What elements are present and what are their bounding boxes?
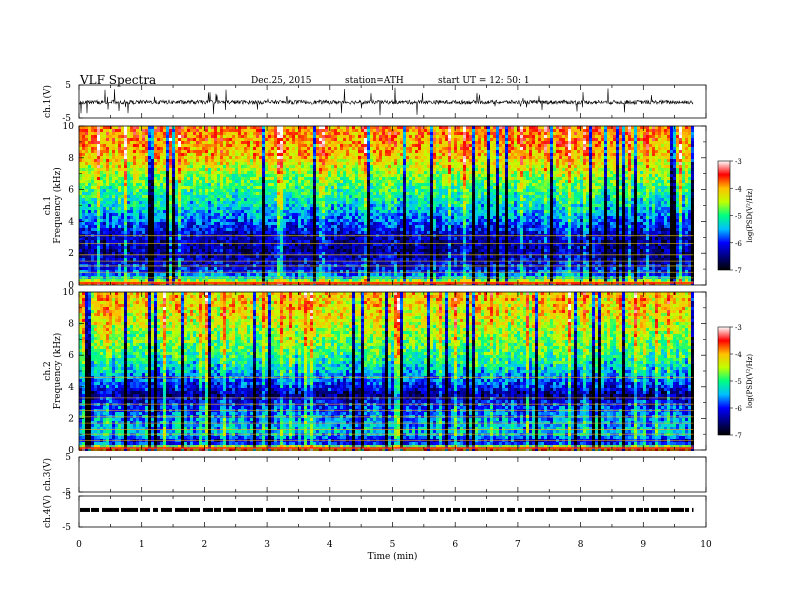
x-tick-label: 9 <box>640 540 646 550</box>
tick-label: 5 <box>65 453 71 463</box>
colorbar-tick-label: -6 <box>735 240 742 248</box>
x-tick-label: 3 <box>264 540 270 550</box>
frequency-axis-label: Frequency (kHz) <box>52 167 63 244</box>
tick-label: 5 <box>65 81 71 91</box>
colorbar-tick-label: -5 <box>735 378 742 386</box>
tick-label: 6 <box>68 186 74 196</box>
colorbar-ch2-spectrogram <box>718 327 733 435</box>
tick-label: 4 <box>68 217 74 227</box>
tick-label: 8 <box>68 320 74 330</box>
tick-label: 5 <box>65 492 71 502</box>
colorbar-tick-label: -5 <box>735 213 742 221</box>
x-tick-label: 7 <box>515 540 521 550</box>
tick-label: 4 <box>68 383 74 393</box>
colorbar-ch1-spectrogram <box>718 161 733 270</box>
colorbar-tick-label: -3 <box>735 324 742 332</box>
tick-label: 6 <box>68 351 74 361</box>
x-tick-label: 10 <box>700 540 712 550</box>
x-tick-label: 1 <box>139 540 145 550</box>
tick-label: 8 <box>68 154 74 164</box>
colorbar-tick-label: -3 <box>735 158 742 166</box>
x-tick-label: 4 <box>327 540 333 550</box>
ch1-trace <box>79 88 693 116</box>
channel-label: ch.2 <box>43 361 53 380</box>
ch2-spectrogram <box>79 292 706 451</box>
x-tick-label: 8 <box>578 540 584 550</box>
x-tick-label: 2 <box>202 540 208 550</box>
ch1-spectrogram <box>79 126 706 285</box>
x-tick-label: 5 <box>390 540 396 550</box>
tick-label: 2 <box>68 414 74 424</box>
channel-axis-label: ch.3(V) <box>42 458 53 491</box>
figure: 0246810ch.1 Frequency (kHz)0246810ch.2 Fre… <box>0 0 792 612</box>
channel-label: ch.1 <box>43 196 53 215</box>
frequency-axis-label: Frequency (kHz) <box>52 333 63 410</box>
channel-axis-label: ch.1(V) <box>42 85 53 118</box>
x-tick-label: 0 <box>76 540 82 550</box>
colorbar-tick-label: -7 <box>735 432 742 440</box>
x-tick-label: 6 <box>452 540 458 550</box>
colorbar-tick-label: -6 <box>735 405 742 413</box>
tick-label: 10 <box>63 288 75 298</box>
colorbar-label: log(PSD(V²/Hz) <box>746 354 754 409</box>
tick-label: 2 <box>68 249 74 259</box>
colorbar-tick-label: -7 <box>735 267 742 275</box>
colorbar-tick-label: -4 <box>735 351 742 359</box>
colorbar-label: log(PSD(V²/Hz) <box>746 188 754 243</box>
x-axis-label: Time (min) <box>368 551 418 562</box>
tick-label: -5 <box>62 523 71 533</box>
ch3-panel-frame <box>79 457 706 492</box>
tick-label: -5 <box>62 114 71 124</box>
channel-axis-label: ch.4(V) <box>42 495 53 528</box>
ch4-trace <box>80 508 693 512</box>
colorbar-tick-label: -4 <box>735 185 742 193</box>
